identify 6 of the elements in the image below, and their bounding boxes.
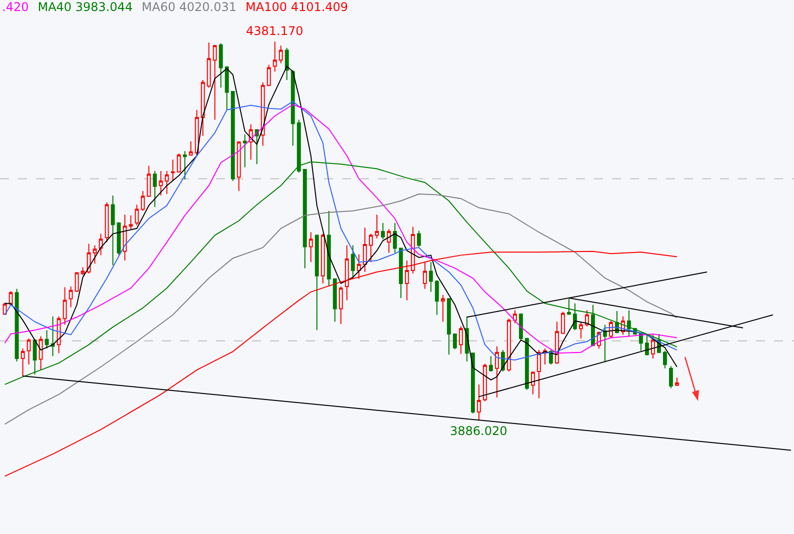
text: MA100 4101.409 [246, 0, 348, 14]
annotation: 3886.020 [450, 424, 508, 438]
text: MA60 4020.031 [142, 0, 237, 14]
text: .420 [2, 0, 29, 14]
text: MA40 3983.044 [38, 0, 133, 14]
annotation: 4381.170 [246, 24, 304, 38]
